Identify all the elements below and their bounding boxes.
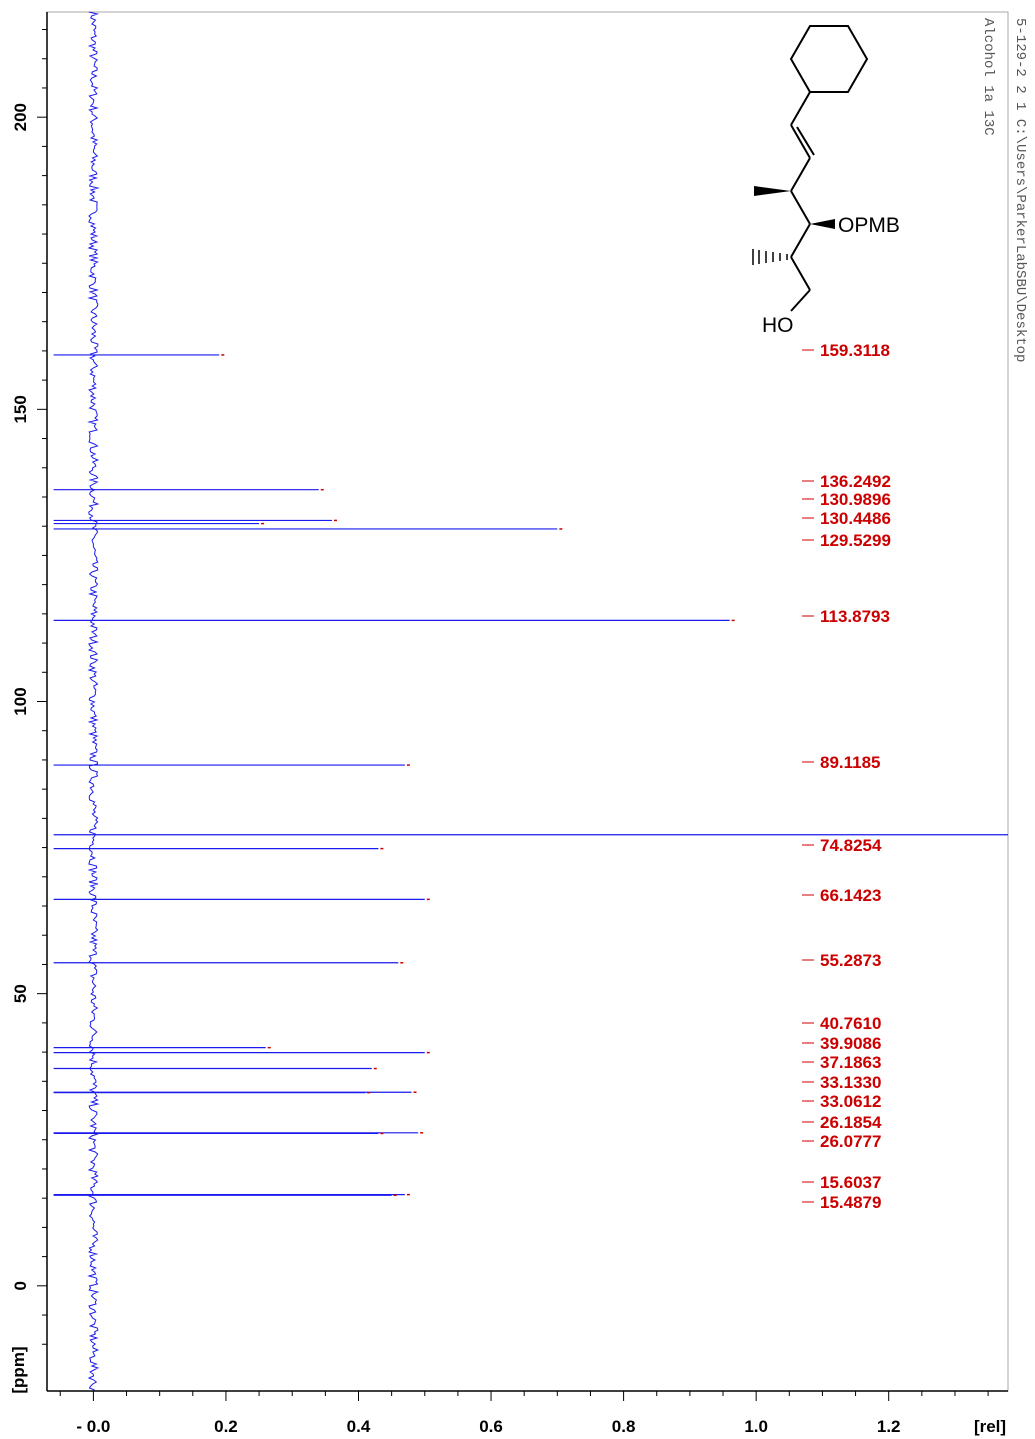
header-line-2: Alcohol 1a 13C xyxy=(980,18,996,136)
y-tick-label: 50 xyxy=(11,984,30,1003)
header-line-1: 5-129-2 2 1 C:\Users\ParkerLabSBU\Deskto… xyxy=(1012,18,1028,362)
peak-label: 159.3118 xyxy=(820,341,890,360)
peak-label: 26.0777 xyxy=(820,1132,881,1151)
molecule-structure xyxy=(752,25,869,312)
y-tick-label: 200 xyxy=(11,103,30,131)
hash-methyl xyxy=(752,249,788,265)
peak-label: 130.4486 xyxy=(820,509,891,528)
y-tick-label: 100 xyxy=(11,687,30,715)
rel-axis: - 0.0 0.2 0.4 0.6 0.8 1.0 1.2 xyxy=(47,1390,1008,1436)
peak-label: 55.2873 xyxy=(820,951,881,970)
cyclohexane-ring xyxy=(789,25,869,93)
x-tick-label: 0.2 xyxy=(214,1417,238,1436)
x-tick-label: - 0.0 xyxy=(76,1417,110,1436)
peak-lines xyxy=(53,354,1008,1197)
x-tick-label: 0.8 xyxy=(612,1417,636,1436)
peak-label: 66.1423 xyxy=(820,886,881,905)
x-tick-label: 1.2 xyxy=(877,1417,901,1436)
peak-label: 89.1185 xyxy=(820,753,881,772)
baseline-noise xyxy=(87,11,100,1391)
peak-label: 136.2492 xyxy=(820,472,891,491)
ppm-axis: 200 150 100 50 0 xyxy=(11,12,48,1391)
peak-label: 129.5299 xyxy=(820,531,891,550)
peak-label: 130.9896 xyxy=(820,490,891,509)
y-tick-label: 150 xyxy=(11,395,30,423)
peak-label: 15.6037 xyxy=(820,1173,881,1192)
x-tick-label: 1.0 xyxy=(744,1417,768,1436)
peak-label: 40.7610 xyxy=(820,1014,881,1033)
y-axis-title: [ppm] xyxy=(9,1346,28,1393)
peak-label: 113.8793 xyxy=(820,607,890,626)
peak-label: 37.1863 xyxy=(820,1053,881,1072)
peak-label: 74.8254 xyxy=(820,836,882,855)
wedge-opmb xyxy=(810,219,835,229)
y-tick-label: 0 xyxy=(11,1281,30,1290)
peak-label: 33.1330 xyxy=(820,1073,881,1092)
hydroxyl-label: HO xyxy=(762,314,794,337)
opmb-label: OPMB xyxy=(838,214,900,237)
wedge-methyl xyxy=(754,186,791,196)
x-tick-label: 0.4 xyxy=(347,1417,371,1436)
x-tick-label: 0.6 xyxy=(479,1417,503,1436)
peak-label: 39.9086 xyxy=(820,1034,881,1053)
x-axis-title: [rel] xyxy=(974,1417,1006,1436)
peak-label: 26.1854 xyxy=(820,1113,882,1132)
peak-label: 33.0612 xyxy=(820,1092,881,1111)
peak-label: 15.4879 xyxy=(820,1193,881,1212)
